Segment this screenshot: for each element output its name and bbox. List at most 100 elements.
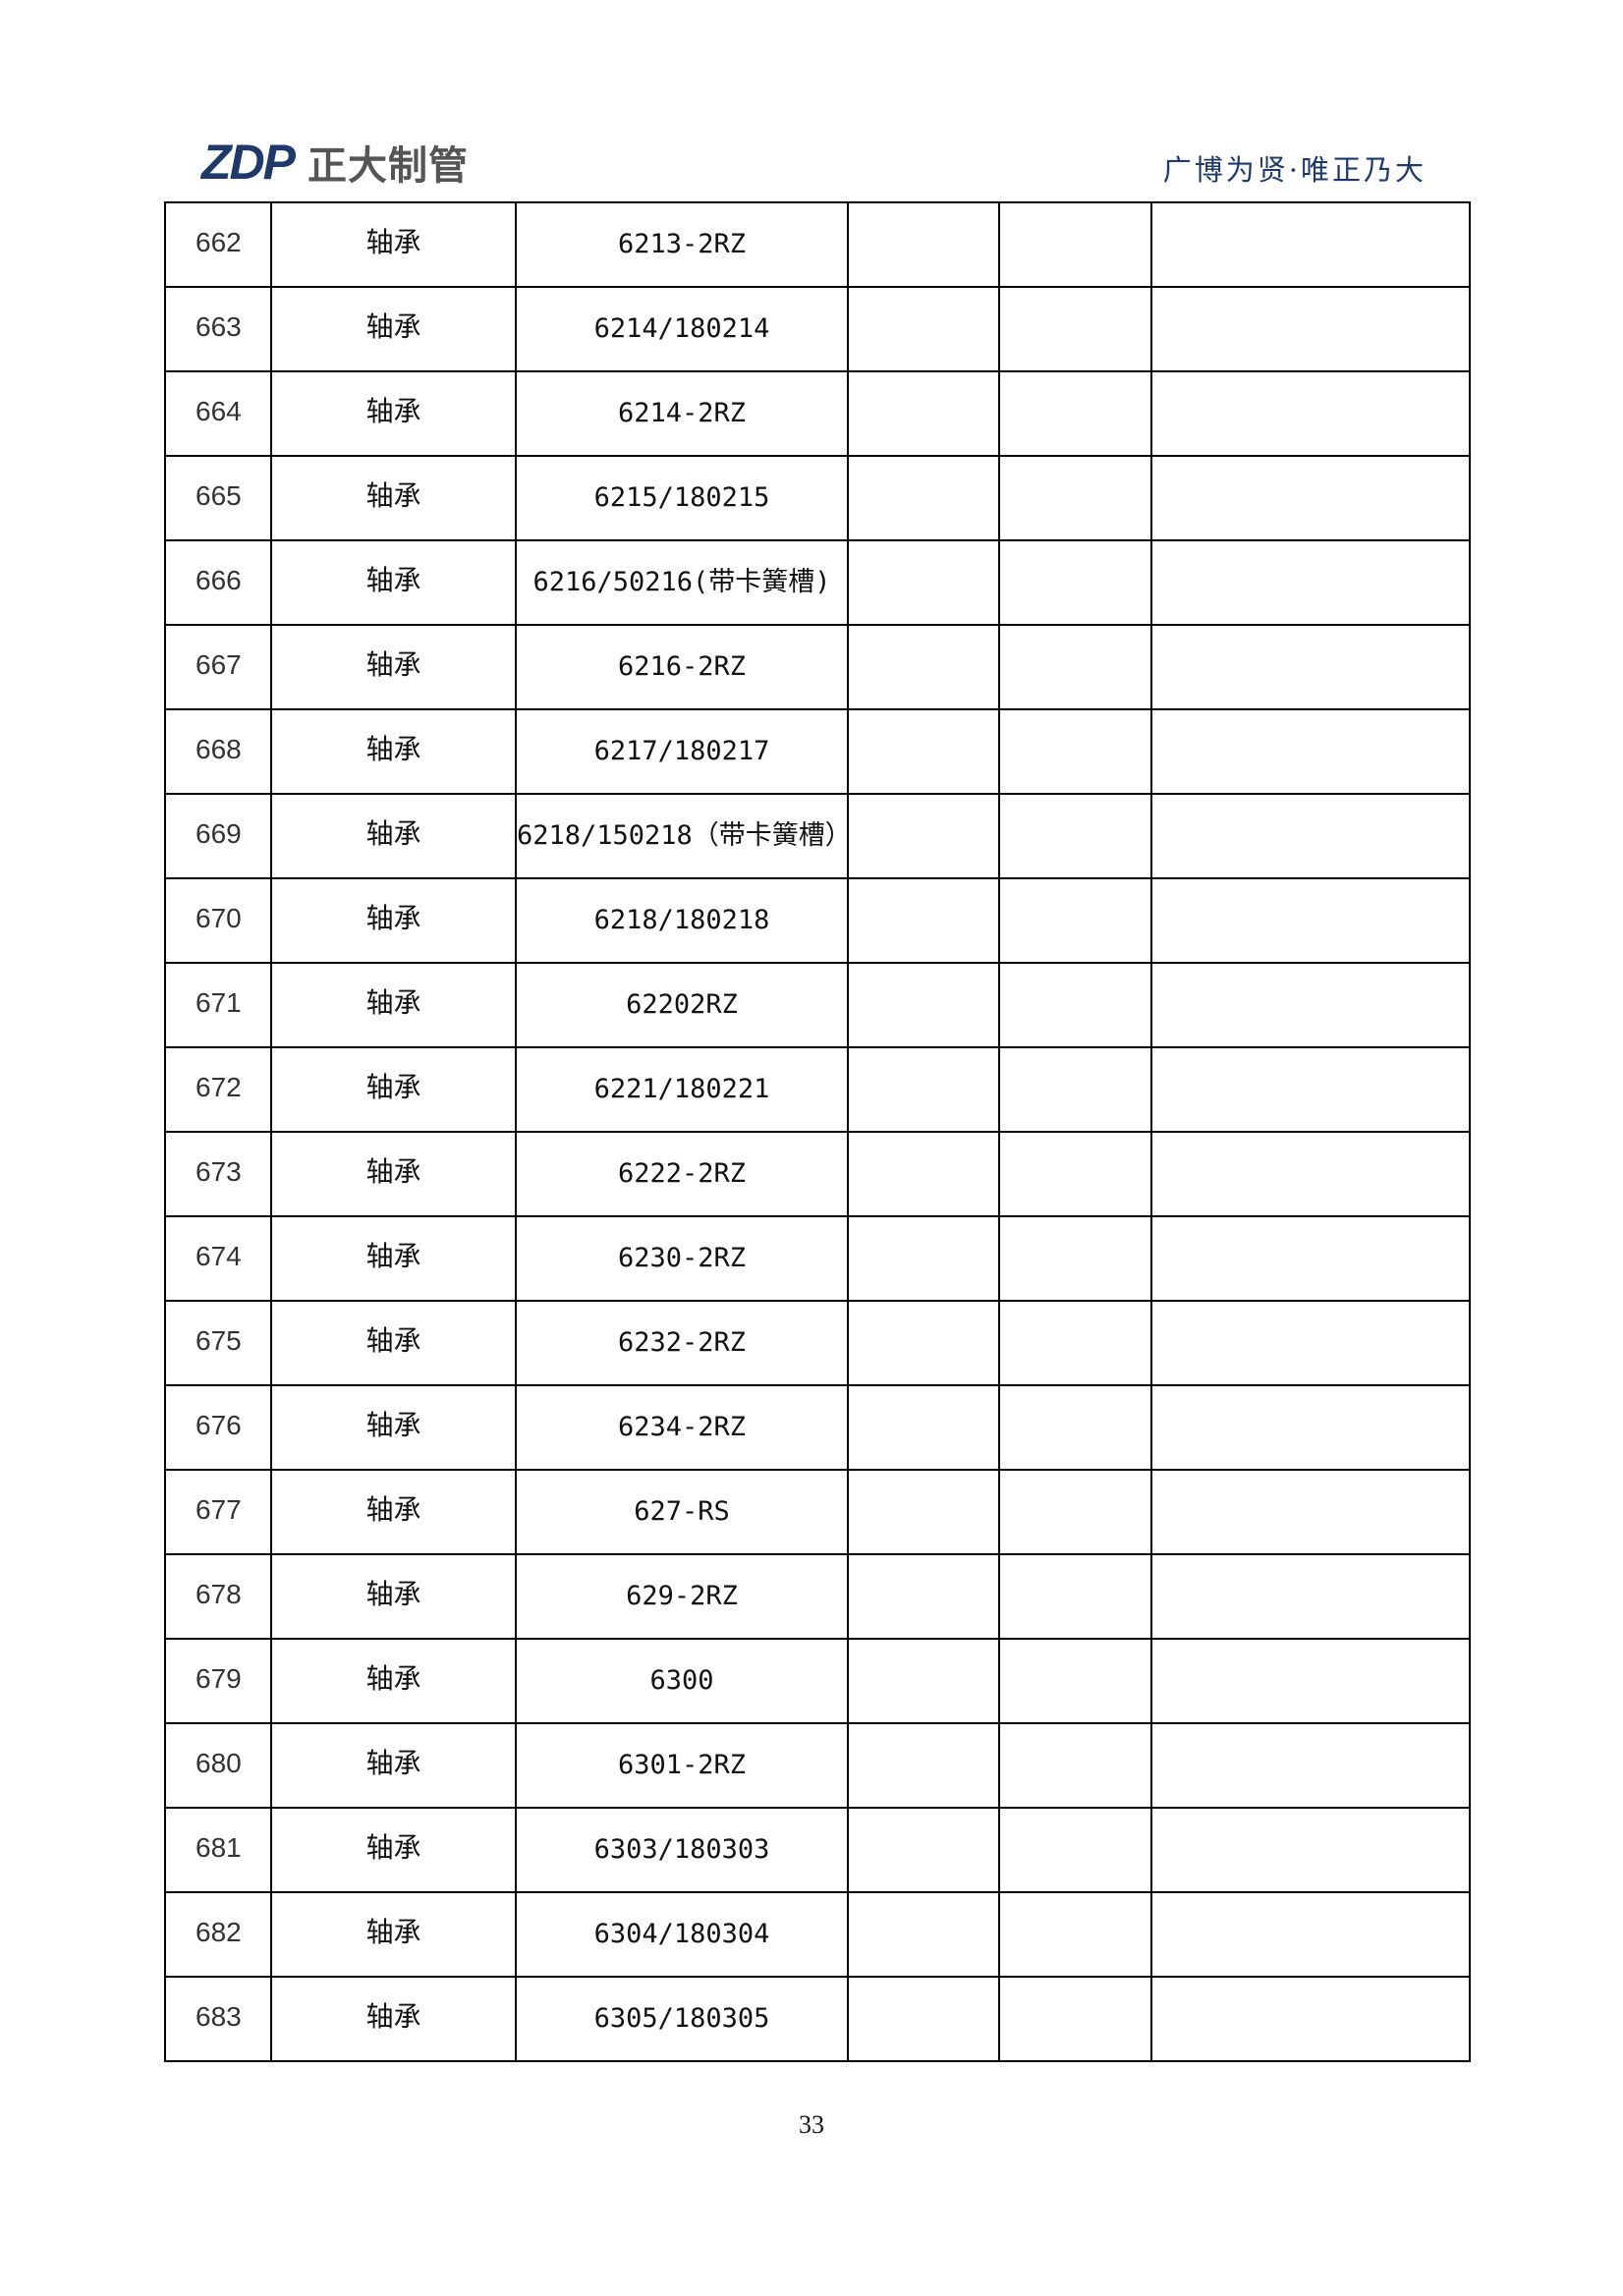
row-number: 672 <box>196 1072 242 1102</box>
row-number: 679 <box>196 1663 242 1694</box>
empty-cell <box>847 455 1000 541</box>
item-name: 轴承 <box>365 1916 421 1948</box>
item-model-cell: 6218/150218（带卡簧槽） <box>515 793 852 879</box>
table-row: 668 轴承 6217/180217 <box>164 708 1471 795</box>
item-model-cell: 6216-2RZ <box>515 624 849 710</box>
empty-cell <box>847 539 1000 626</box>
row-number-cell: 666 <box>164 539 272 626</box>
empty-cell <box>1150 539 1471 626</box>
table-row: 662 轴承 6213-2RZ <box>164 201 1471 288</box>
item-model: 6222-2RZ <box>617 1158 747 1189</box>
item-model: 62202RZ <box>626 989 738 1020</box>
row-number-cell: 677 <box>164 1469 272 1555</box>
table-row: 680 轴承 6301-2RZ <box>164 1722 1471 1809</box>
item-model: 6301-2RZ <box>617 1750 747 1780</box>
item-model: 6215/180215 <box>593 482 770 513</box>
empty-cell <box>1150 201 1471 288</box>
empty-cell <box>847 962 1000 1048</box>
empty-cell <box>998 1553 1152 1640</box>
item-model-cell: 6301-2RZ <box>515 1722 849 1809</box>
empty-cell <box>998 624 1152 710</box>
item-model: 6214/180214 <box>593 313 770 344</box>
empty-cell <box>1150 1807 1471 1893</box>
empty-cell <box>1150 1469 1471 1555</box>
table-row: 677 轴承 627-RS <box>164 1469 1471 1555</box>
row-number: 670 <box>196 903 242 933</box>
row-number-cell: 682 <box>164 1891 272 1978</box>
empty-cell <box>998 1131 1152 1217</box>
empty-cell <box>847 793 1000 879</box>
row-number-cell: 683 <box>164 1976 272 2062</box>
item-model-cell: 6214-2RZ <box>515 370 849 457</box>
table-row: 671 轴承 62202RZ <box>164 962 1471 1048</box>
row-number: 663 <box>196 311 242 342</box>
empty-cell <box>1150 1046 1471 1133</box>
item-name-cell: 轴承 <box>270 1046 517 1133</box>
empty-cell <box>998 1215 1152 1302</box>
empty-cell <box>847 1469 1000 1555</box>
item-name: 轴承 <box>365 310 421 343</box>
item-name: 轴承 <box>365 817 421 850</box>
row-number: 677 <box>196 1494 242 1525</box>
empty-cell <box>998 201 1152 288</box>
empty-cell <box>998 1046 1152 1133</box>
item-model: 6303/180303 <box>593 1834 770 1865</box>
item-name: 轴承 <box>365 1409 421 1441</box>
row-number-cell: 662 <box>164 201 272 288</box>
row-number: 664 <box>196 396 242 426</box>
empty-cell <box>998 1722 1152 1809</box>
item-model: 6217/180217 <box>593 736 770 766</box>
empty-cell <box>1150 1300 1471 1386</box>
empty-cell <box>998 1976 1152 2062</box>
empty-cell <box>998 370 1152 457</box>
empty-cell <box>998 1891 1152 1978</box>
item-model: 6232-2RZ <box>617 1327 747 1358</box>
item-name-cell: 轴承 <box>270 1300 517 1386</box>
item-name: 轴承 <box>365 1071 421 1103</box>
row-number-cell: 672 <box>164 1046 272 1133</box>
item-name-cell: 轴承 <box>270 1469 517 1555</box>
table-row: 664 轴承 6214-2RZ <box>164 370 1471 457</box>
item-model: 6214-2RZ <box>617 398 747 428</box>
item-model: 6305/180305 <box>593 2003 770 2034</box>
row-number: 675 <box>196 1325 242 1356</box>
item-name: 轴承 <box>365 1493 421 1526</box>
row-number-cell: 665 <box>164 455 272 541</box>
item-name: 轴承 <box>365 1578 421 1610</box>
item-name: 轴承 <box>365 1324 421 1357</box>
empty-cell <box>847 1384 1000 1471</box>
item-name: 轴承 <box>365 648 421 681</box>
table-row: 674 轴承 6230-2RZ <box>164 1215 1471 1302</box>
logo-text: 正大制管 <box>308 143 469 189</box>
table-row: 679 轴承 6300 <box>164 1638 1471 1724</box>
item-model-cell: 6217/180217 <box>515 708 849 795</box>
row-number-cell: 664 <box>164 370 272 457</box>
row-number: 676 <box>196 1410 242 1440</box>
item-model-cell: 6218/180218 <box>515 877 849 964</box>
item-model-cell: 6214/180214 <box>515 286 849 372</box>
item-name-cell: 轴承 <box>270 877 517 964</box>
item-model-cell: 6300 <box>515 1638 849 1724</box>
row-number-cell: 679 <box>164 1638 272 1724</box>
empty-cell <box>847 1300 1000 1386</box>
item-model: 6230-2RZ <box>617 1243 747 1273</box>
empty-cell <box>998 1384 1152 1471</box>
item-model-cell: 6221/180221 <box>515 1046 849 1133</box>
item-name: 轴承 <box>365 1747 421 1779</box>
row-number: 682 <box>196 1917 242 1947</box>
empty-cell <box>847 370 1000 457</box>
row-number: 666 <box>196 565 242 595</box>
row-number-cell: 667 <box>164 624 272 710</box>
empty-cell <box>847 1722 1000 1809</box>
empty-cell <box>1150 793 1471 879</box>
empty-cell <box>1150 708 1471 795</box>
item-model-cell: 6215/180215 <box>515 455 849 541</box>
empty-cell <box>998 1638 1152 1724</box>
item-name-cell: 轴承 <box>270 370 517 457</box>
company-tagline: 广博为贤·唯正乃大 <box>1162 153 1427 187</box>
item-name-cell: 轴承 <box>270 962 517 1048</box>
item-model-cell: 6213-2RZ <box>515 201 849 288</box>
row-number: 662 <box>196 227 242 257</box>
item-name: 轴承 <box>365 986 421 1019</box>
empty-cell <box>847 1131 1000 1217</box>
